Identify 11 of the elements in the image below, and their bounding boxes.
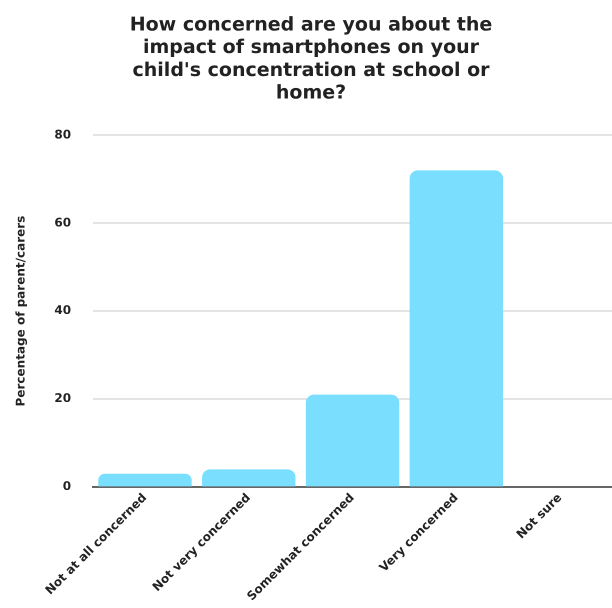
y-tick-label: 60 xyxy=(54,215,72,230)
y-axis-title: Percentage of parent/carers xyxy=(13,216,28,406)
chart-title: How concerned are you about the impact of smartphones on your child's concentration at school or home? xyxy=(130,13,492,104)
bar xyxy=(202,469,296,486)
y-tick-label: 40 xyxy=(54,303,72,318)
y-tick-label: 20 xyxy=(54,391,72,406)
bar xyxy=(98,474,192,486)
bar xyxy=(410,170,504,486)
y-tick-label: 80 xyxy=(54,127,72,142)
bar xyxy=(306,394,400,486)
y-tick-label: 0 xyxy=(62,479,72,494)
